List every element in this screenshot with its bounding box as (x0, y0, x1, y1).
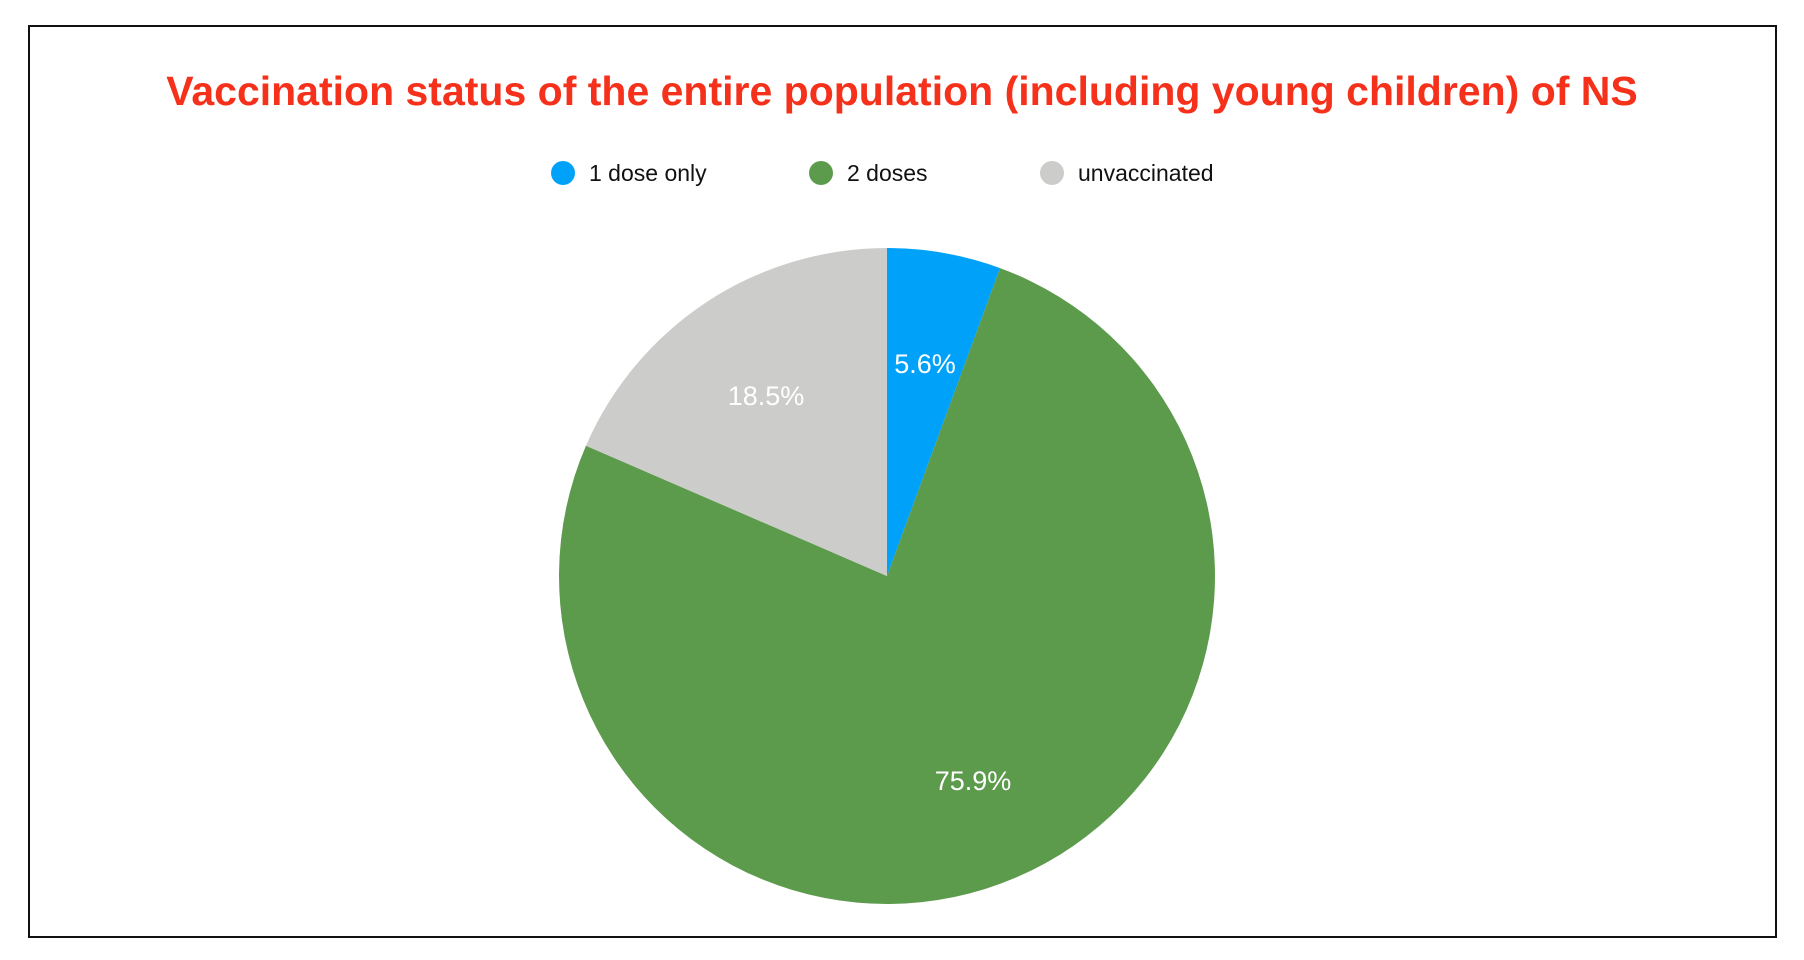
legend-item-2-doses[interactable]: 2 doses (809, 158, 928, 188)
legend-label: unvaccinated (1078, 159, 1214, 186)
chart-frame (28, 25, 1777, 938)
slice-1-dose[interactable] (887, 248, 1001, 576)
chart-title: Vaccination status of the entire populat… (166, 68, 1638, 114)
data-label: 18.5% (728, 381, 805, 411)
legend-marker (809, 161, 833, 185)
data-label: 75.9% (935, 766, 1012, 796)
legend-label: 1 dose only (589, 159, 707, 186)
legend-label: 2 doses (847, 159, 928, 186)
slice-2-doses[interactable] (559, 268, 1216, 904)
legend-marker (551, 161, 575, 185)
legend-item-1-dose[interactable]: 1 dose only (551, 158, 707, 188)
data-label: 5.6% (894, 349, 956, 379)
slice-unvaccinated[interactable] (585, 248, 887, 576)
legend-item-unvaccinated[interactable]: unvaccinated (1040, 158, 1214, 188)
legend-marker (1040, 161, 1064, 185)
